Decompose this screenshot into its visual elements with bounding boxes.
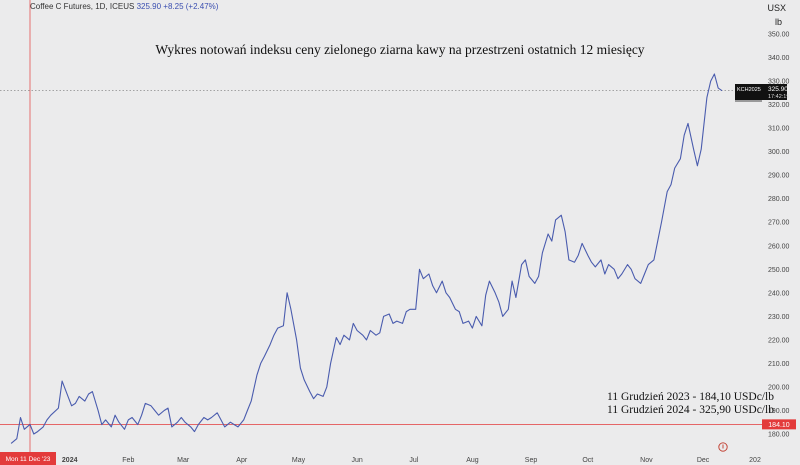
symbol-header: Coffee C Futures, 1D, ICEUS 325.90 +8.25… (30, 2, 218, 11)
chart-title: Wykres notowań indeksu ceny zielonego zi… (155, 42, 645, 57)
y-tick-label: 240.00 (768, 290, 790, 297)
x-tick-label: Nov (640, 457, 653, 464)
x-tick-label: Aug (466, 457, 479, 464)
x-tick-label: Oct (582, 457, 593, 464)
last-price-tag-bg (735, 84, 787, 100)
annotation-start: 11 Grudzień 2023 - 184,10 USDc/lb (607, 391, 774, 403)
y-tick-label: 220.00 (768, 337, 790, 344)
y-tick-label: 230.00 (768, 314, 790, 321)
x-tick-label: 2024 (62, 457, 78, 464)
y-tick-label: 290.00 (768, 173, 790, 180)
x-tick-label: Mar (177, 457, 190, 464)
unit-weight: lb (774, 17, 782, 27)
y-tick-label: 310.00 (768, 126, 790, 133)
crosshair-date-label: Mon 11 Dec '23 (6, 456, 51, 463)
low-price-label: 184.10 (768, 422, 790, 429)
y-tick-label: 250.00 (768, 267, 790, 274)
annotation-end: 11 Grudzień 2024 - 325,90 USDc/lb (607, 404, 774, 416)
x-tick-label: 202 (749, 457, 761, 464)
crosshair-date-bg (0, 452, 56, 465)
y-tick-label: 200.00 (768, 384, 790, 391)
price-axis-panel (752, 0, 800, 465)
x-tick-label: May (292, 457, 306, 464)
x-tick-label: Jun (351, 457, 362, 464)
y-tick-label: 350.00 (768, 32, 790, 39)
last-price-symbol: KCH2025 (737, 87, 761, 93)
y-tick-label: 260.00 (768, 243, 790, 250)
x-tick-label: Jul (409, 457, 418, 464)
y-tick-label: 320.00 (768, 102, 790, 109)
time-axis-panel (0, 452, 800, 465)
header-price: 325.90 (136, 2, 162, 11)
x-tick-label: Sep (525, 457, 538, 464)
x-tick-label: Apr (236, 457, 248, 464)
x-tick-label: Dec (697, 457, 710, 464)
unit-currency: USX (767, 3, 786, 13)
low-price-label-bg (762, 419, 796, 430)
y-tick-label: 270.00 (768, 220, 790, 227)
last-price-time: 17:42:19 (768, 94, 789, 100)
y-tick-label: 340.00 (768, 55, 790, 62)
x-tick-label: Feb (122, 457, 134, 464)
price-series-line[interactable] (10, 73, 723, 444)
y-tick-label: 190.00 (768, 408, 790, 415)
y-tick-label: 300.00 (768, 149, 790, 156)
y-tick-label: 210.00 (768, 361, 790, 368)
y-tick-label: 280.00 (768, 196, 790, 203)
header-change: +8.25 (+2.47%) (163, 2, 219, 11)
y-tick-label: 330.00 (768, 79, 790, 86)
last-price-value: 325.90 (768, 86, 788, 93)
symbol-name: Coffee C Futures, 1D, ICEUS (30, 2, 135, 11)
y-tick-label: 180.00 (768, 432, 790, 439)
